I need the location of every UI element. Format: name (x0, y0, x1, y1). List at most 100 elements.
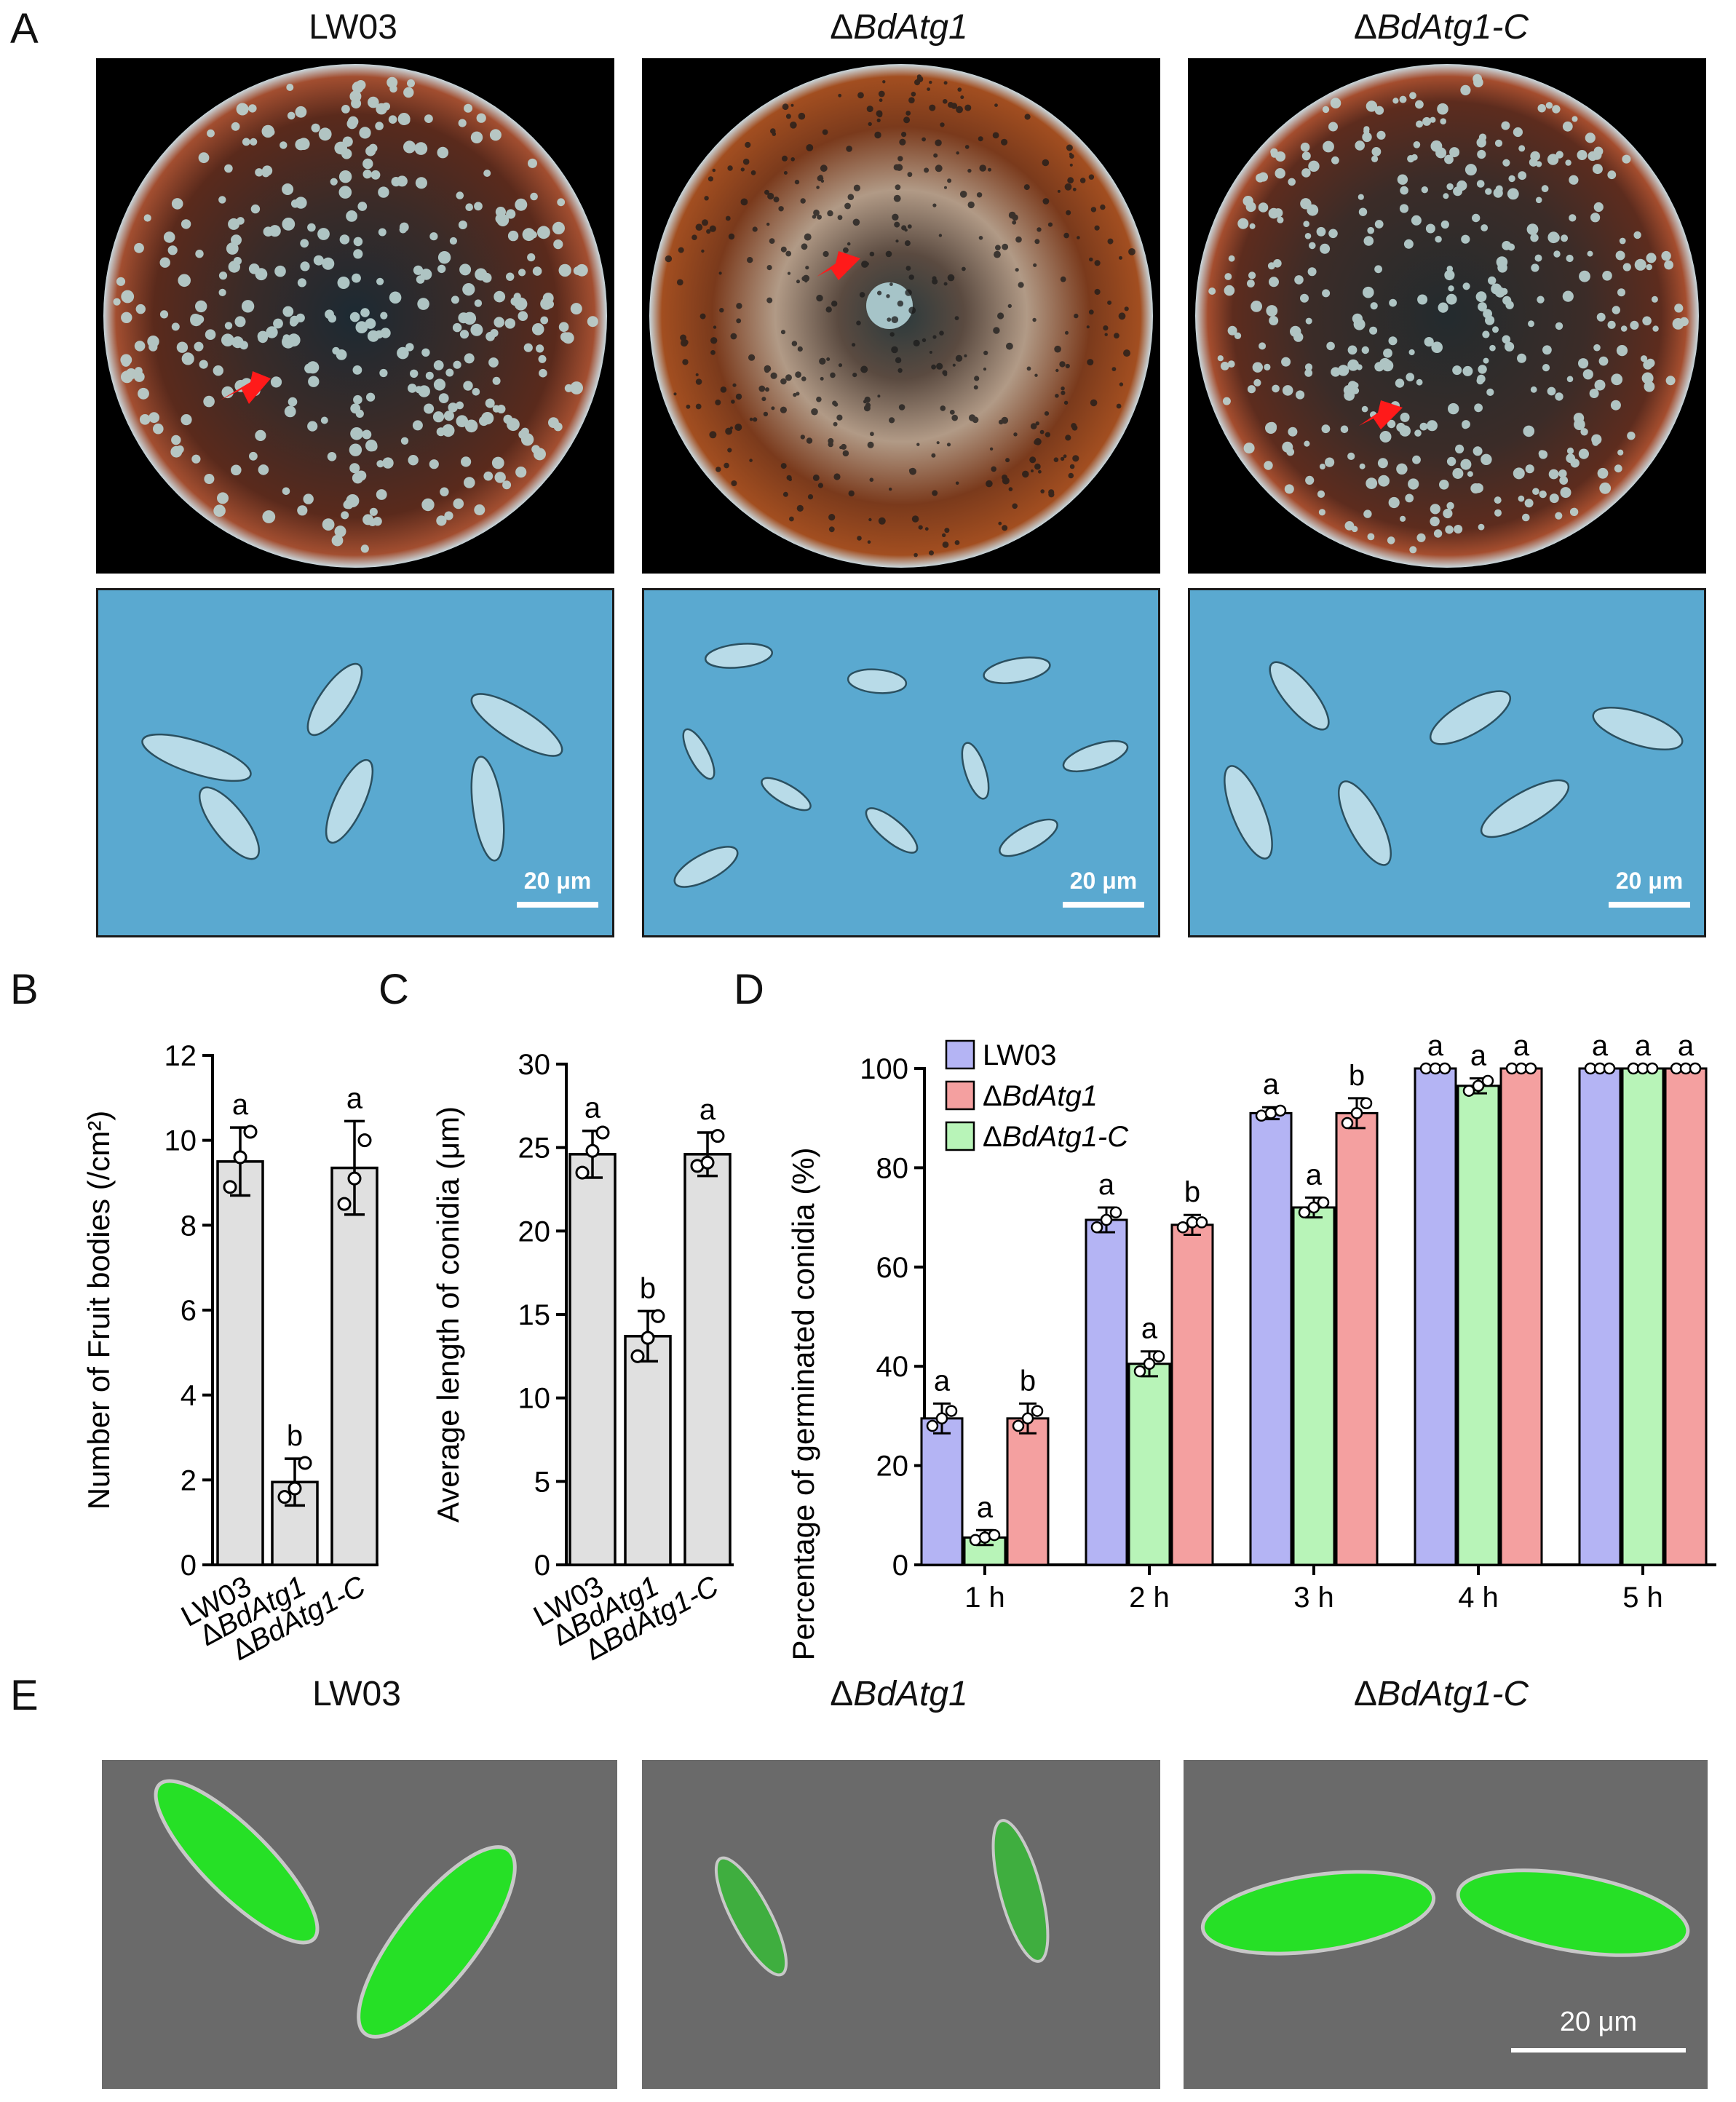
data-point (1646, 1062, 1659, 1075)
plate-image-mut (642, 58, 1160, 574)
title-comp-e: ΔBdAtg1-C (1353, 1675, 1529, 1713)
significance-letter: a (977, 1491, 994, 1523)
y-tick-label: 2 (181, 1464, 197, 1496)
y-tick-label: 60 (876, 1252, 909, 1284)
y-tick-label: 30 (518, 1049, 551, 1081)
title-mut-a: ΔBdAtg1 (830, 8, 968, 47)
data-point (945, 1405, 958, 1417)
bar (920, 1417, 964, 1566)
data-point (347, 1171, 362, 1186)
significance-letter: a (1098, 1169, 1115, 1201)
arrow-icon (817, 251, 860, 280)
bar (1292, 1206, 1336, 1566)
y-tick-label: 20 (518, 1215, 551, 1248)
data-point (288, 1481, 302, 1496)
data-point (926, 1419, 939, 1432)
legend-swatch (945, 1080, 975, 1111)
fluorescence-comp: 20 μm (1184, 1760, 1708, 2089)
x-tick-label: 1 h (964, 1582, 1005, 1614)
title-mut-e: ΔBdAtg1 (830, 1675, 968, 1713)
y-tick-label: 0 (534, 1550, 550, 1582)
data-point (575, 1165, 590, 1180)
data-point (1481, 1074, 1494, 1087)
y-tick-label: 5 (534, 1466, 550, 1498)
significance-letter: b (640, 1272, 656, 1304)
y-tick-label: 80 (876, 1152, 909, 1184)
x-tick-label: 2 h (1129, 1582, 1170, 1614)
data-point (1341, 1117, 1354, 1130)
bar (1499, 1067, 1543, 1566)
bar (1335, 1111, 1379, 1566)
significance-letter: a (584, 1092, 601, 1125)
title-lw03-a: LW03 (309, 8, 397, 47)
y-tick-label: 10 (518, 1383, 551, 1415)
data-point (1307, 1201, 1320, 1214)
bar (1006, 1417, 1050, 1566)
micrograph-lw03: 20 μm (96, 588, 614, 937)
data-point (988, 1528, 1001, 1542)
legend-swatch (945, 1039, 975, 1070)
data-point (1109, 1206, 1122, 1219)
title-comp-a: ΔBdAtg1-C (1353, 8, 1529, 47)
y-tick-label: 0 (892, 1550, 908, 1582)
fluorescence-mut (642, 1760, 1160, 2089)
significance-letter: b (1020, 1365, 1036, 1397)
data-point (1012, 1419, 1025, 1432)
data-point (595, 1125, 610, 1140)
data-point (1031, 1405, 1044, 1417)
bar (1414, 1067, 1457, 1566)
data-point (1021, 1412, 1034, 1425)
y-axis-label: Average length of conidia (μm) (431, 1106, 465, 1523)
data-point (357, 1133, 372, 1148)
data-point (641, 1330, 655, 1345)
scale-bar-label: 20 μm (1560, 2007, 1637, 2037)
data-point (700, 1155, 715, 1170)
data-point (337, 1197, 352, 1211)
data-point (1100, 1213, 1113, 1226)
significance-letter: a (699, 1094, 716, 1126)
data-point (1274, 1104, 1287, 1117)
data-point (935, 1412, 948, 1425)
significance-letter: a (934, 1365, 951, 1397)
scale-bar-label: 20 μm (1616, 868, 1684, 894)
data-point (1360, 1097, 1373, 1109)
panel-label-b: B (10, 966, 39, 1013)
significance-letter: a (1513, 1030, 1530, 1062)
x-tick-label: 3 h (1293, 1582, 1334, 1614)
data-point (651, 1309, 665, 1323)
plate-image-lw03 (96, 58, 614, 574)
fluorescence-lw03 (102, 1760, 617, 2089)
data-point (1350, 1107, 1363, 1119)
legend-swatch (945, 1121, 975, 1151)
x-tick-label: 4 h (1458, 1582, 1499, 1614)
significance-letter: a (346, 1082, 363, 1114)
plate-image-comp (1188, 58, 1706, 574)
legend-label: ΔBdAtg1-C (983, 1121, 1129, 1153)
data-point (298, 1456, 312, 1470)
y-tick-label: 0 (181, 1550, 197, 1582)
x-tick-label: 5 h (1622, 1582, 1663, 1614)
significance-letter: a (1306, 1159, 1323, 1191)
data-point (233, 1150, 247, 1165)
data-point (710, 1129, 725, 1143)
data-point (1152, 1350, 1165, 1363)
significance-letter: a (1635, 1030, 1652, 1062)
chart-germination: 0 20 40 60 80 100 Percentage of germinated con… (786, 1030, 1716, 1661)
panel-label-a: A (10, 5, 39, 52)
bar (1578, 1067, 1622, 1566)
bar (330, 1166, 378, 1566)
significance-letter: a (1263, 1068, 1280, 1100)
significance-letter: a (1678, 1030, 1695, 1062)
y-tick-label: 25 (518, 1133, 551, 1165)
data-point (630, 1349, 645, 1363)
data-point (1195, 1216, 1208, 1229)
bar (1621, 1067, 1665, 1566)
bar (1456, 1084, 1500, 1566)
panel-label-e: E (10, 1672, 39, 1719)
y-tick-label: 100 (860, 1053, 908, 1085)
y-tick-label: 4 (181, 1380, 197, 1412)
scale-bar-label: 20 μm (524, 868, 592, 894)
arrow-icon (1359, 400, 1403, 429)
y-tick-label: 12 (165, 1040, 197, 1072)
